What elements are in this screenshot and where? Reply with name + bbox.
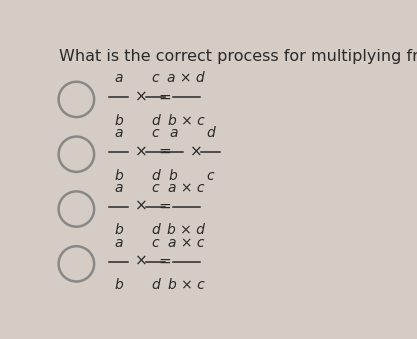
Text: b × c: b × c (168, 114, 205, 128)
Text: d: d (151, 114, 160, 128)
Text: c: c (152, 236, 159, 250)
Text: d: d (151, 278, 160, 292)
Text: ×: × (135, 89, 148, 104)
Text: a: a (114, 181, 123, 195)
Text: b: b (169, 168, 178, 183)
Text: b: b (114, 278, 123, 292)
Text: a: a (114, 126, 123, 140)
Text: b: b (114, 168, 123, 183)
Text: =: = (159, 89, 172, 104)
Text: c: c (152, 181, 159, 195)
Text: =: = (159, 254, 172, 269)
Text: ×: × (135, 144, 148, 159)
Text: a: a (114, 236, 123, 250)
Text: a: a (169, 126, 178, 140)
Text: d: d (206, 126, 215, 140)
Text: b: b (114, 114, 123, 128)
Text: c: c (152, 71, 159, 85)
Text: c: c (207, 168, 214, 183)
Text: a × d: a × d (168, 71, 205, 85)
Text: What is the correct process for multiplying fractions?: What is the correct process for multiply… (58, 48, 417, 63)
Text: c: c (152, 126, 159, 140)
Text: b: b (114, 223, 123, 237)
Text: ×: × (135, 254, 148, 269)
Text: =: = (159, 144, 172, 159)
Text: ×: × (135, 199, 148, 214)
Text: a × c: a × c (168, 181, 204, 195)
Text: d: d (151, 168, 160, 183)
Text: b × c: b × c (168, 278, 205, 292)
Text: a × c: a × c (168, 236, 204, 250)
Text: =: = (159, 199, 172, 214)
Text: d: d (151, 223, 160, 237)
Text: a: a (114, 71, 123, 85)
Text: ×: × (190, 144, 203, 159)
Text: b × d: b × d (167, 223, 205, 237)
